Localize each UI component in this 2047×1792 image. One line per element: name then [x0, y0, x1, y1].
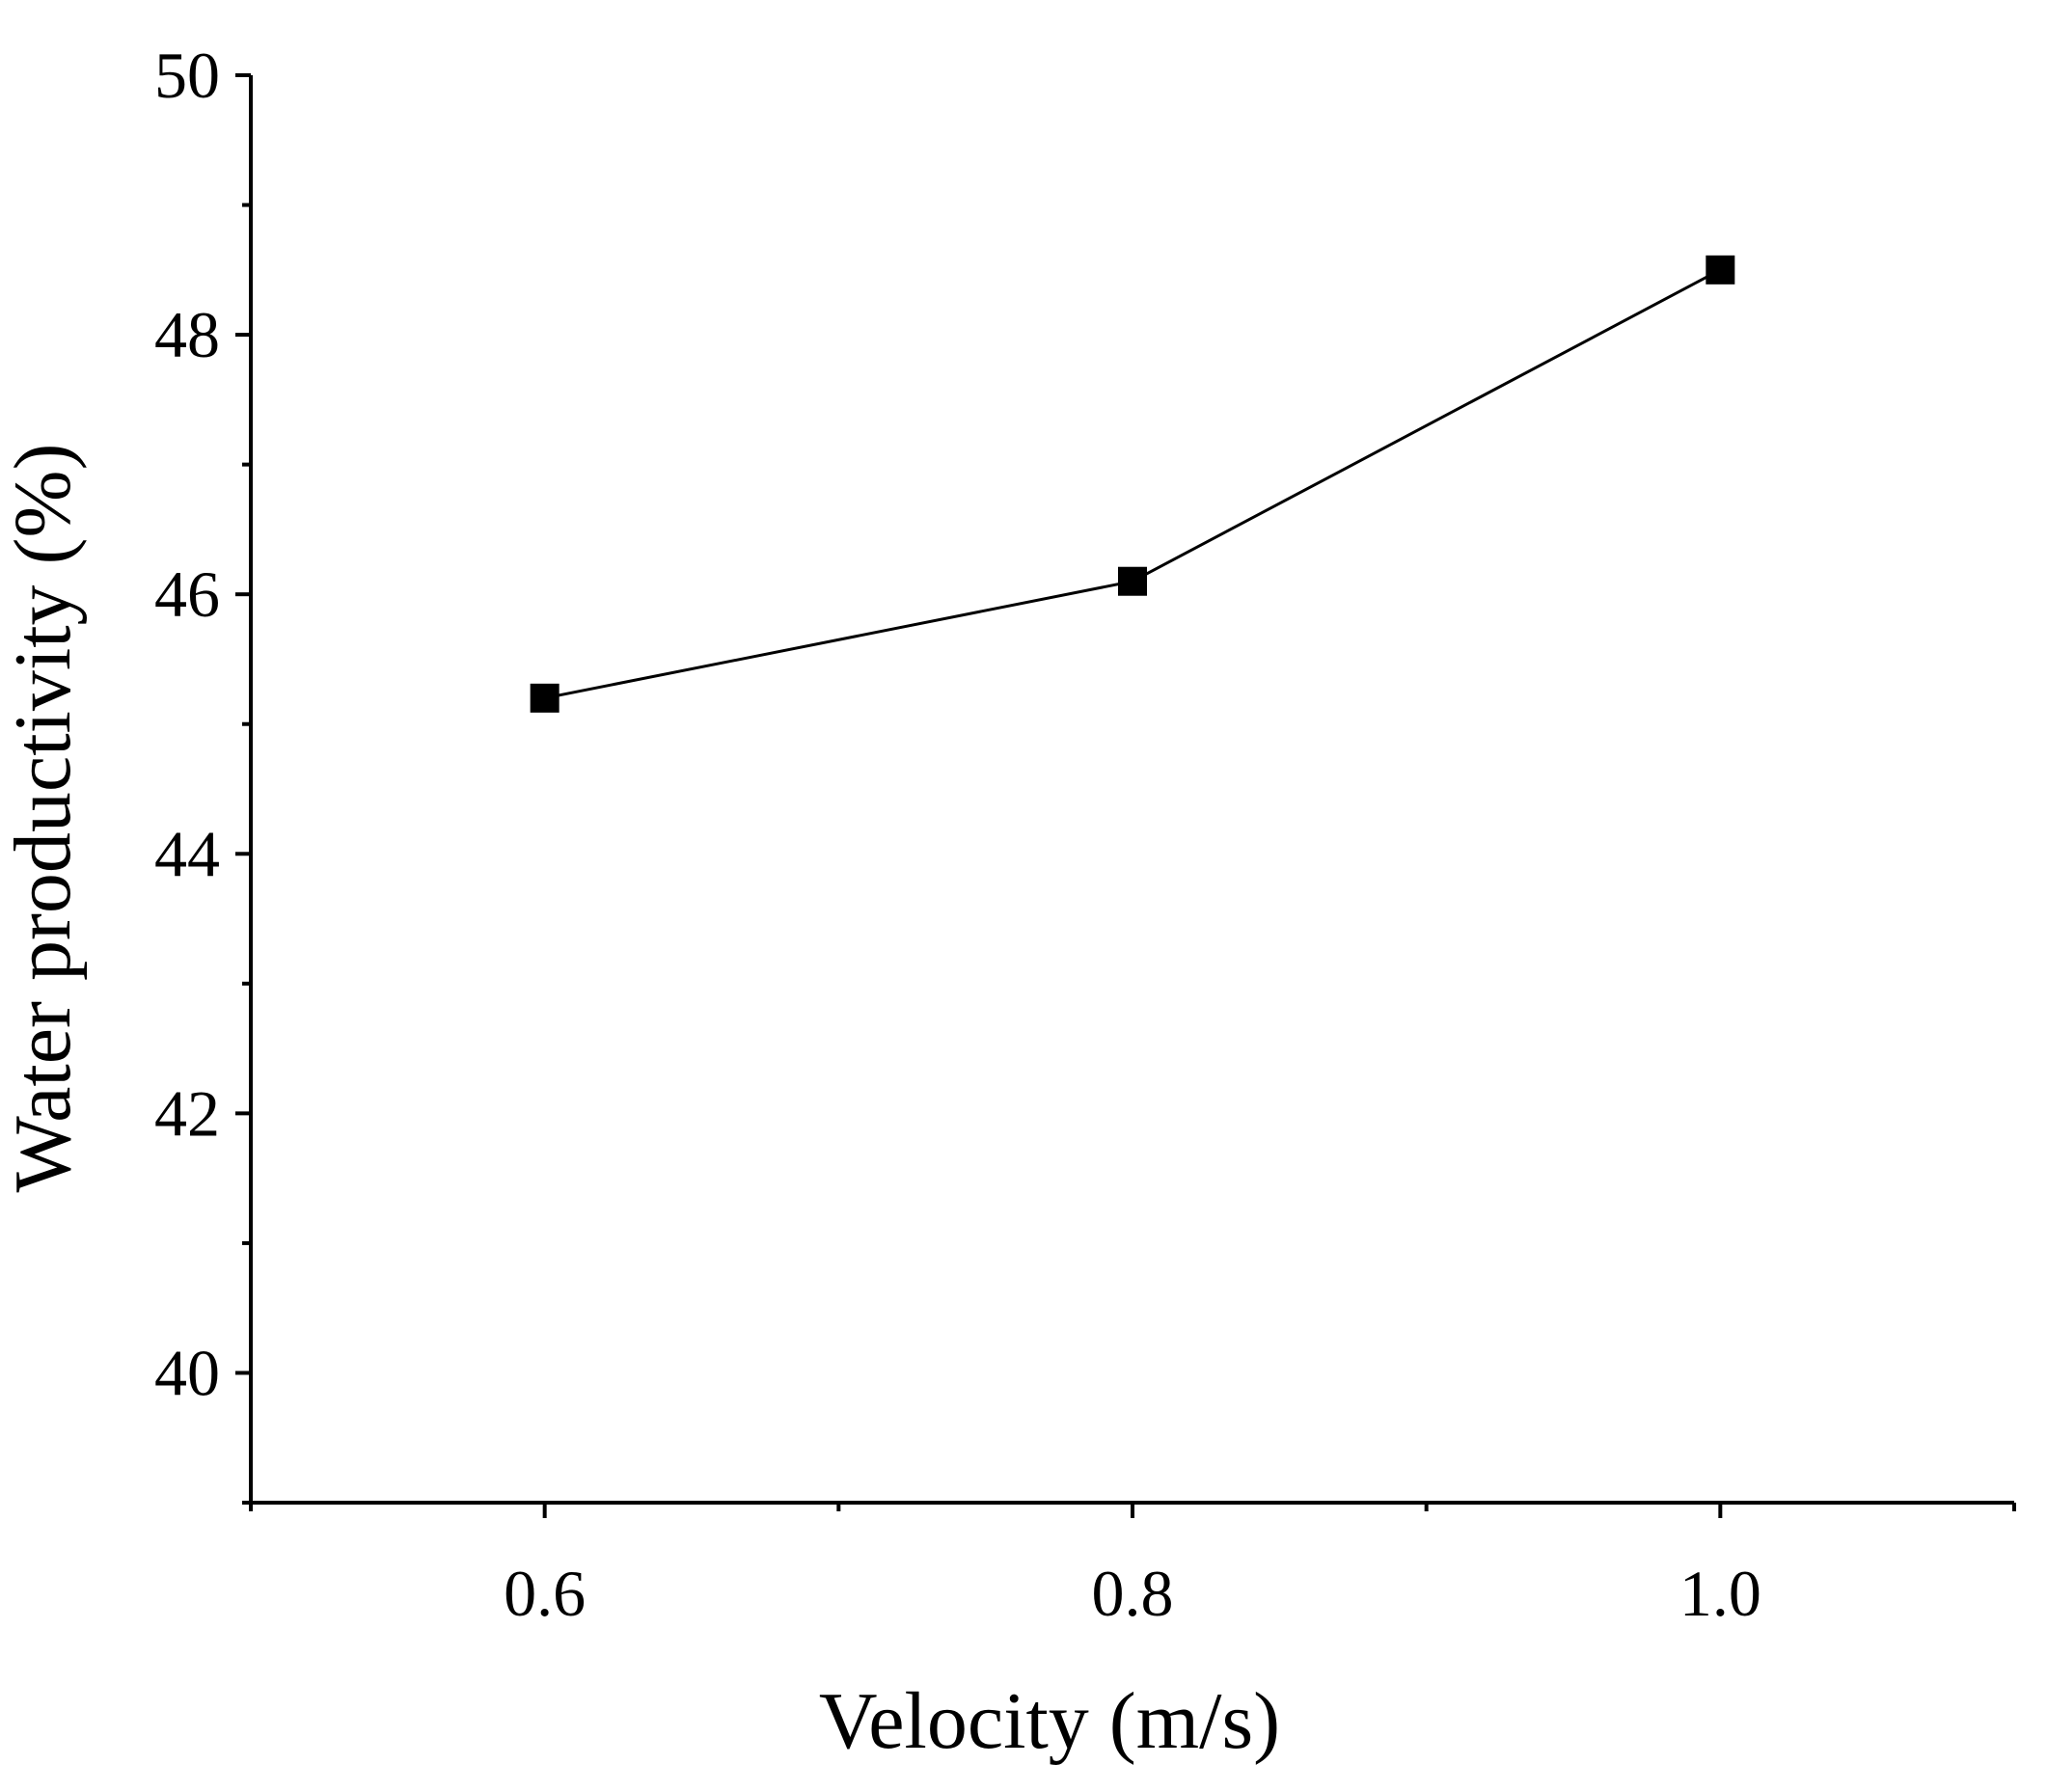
- x-tick-label: 0.8: [1092, 1557, 1174, 1630]
- series-line: [544, 268, 1722, 700]
- axes-group: [249, 75, 2014, 1505]
- y-tick-label: 46: [154, 557, 220, 631]
- y-tick-label: 48: [154, 298, 220, 371]
- data-point-marker: [1118, 566, 1147, 596]
- x-axis-title: Velocity (m/s): [819, 1676, 1280, 1766]
- y-tick-label: 42: [154, 1076, 220, 1150]
- y-tick-label: 50: [154, 39, 220, 112]
- x-tick-label: 0.6: [504, 1557, 586, 1630]
- ticks-group: 40 42 44 46 48 50 0.6 0.8 1.0: [154, 39, 2016, 1630]
- y-tick-label: 40: [154, 1336, 220, 1409]
- y-tick-label: 44: [154, 817, 220, 890]
- series-group: [530, 255, 1735, 713]
- data-point-marker: [1706, 255, 1735, 285]
- data-point-marker: [530, 683, 560, 713]
- x-tick-label: 1.0: [1679, 1557, 1761, 1630]
- y-axis-title: Water productivity (%): [0, 444, 88, 1193]
